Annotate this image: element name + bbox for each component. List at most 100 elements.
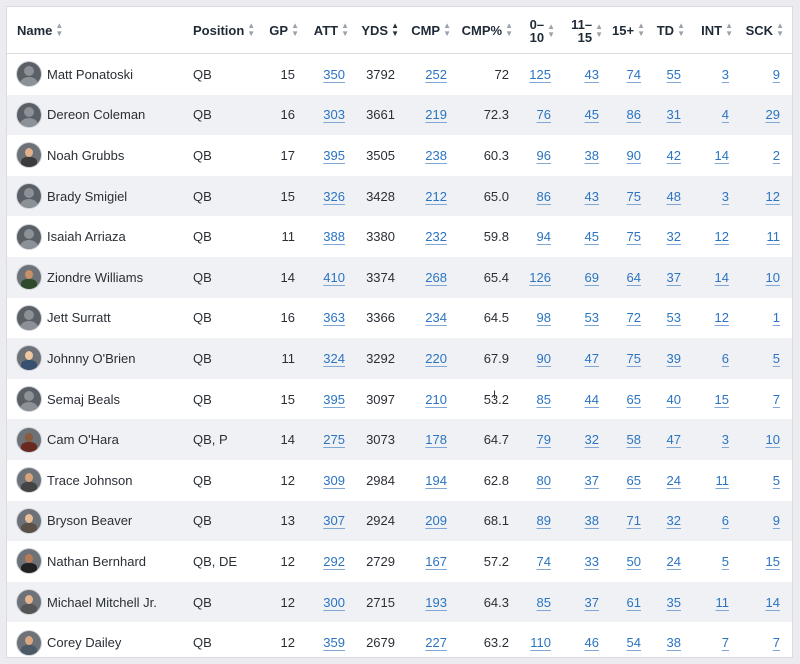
att-link[interactable]: 324 — [323, 350, 345, 366]
completions-0-10-link[interactable]: 98 — [536, 310, 551, 326]
int-link[interactable]: 12 — [714, 310, 729, 326]
int-link[interactable]: 6 — [721, 350, 729, 366]
completions-11-15-link[interactable]: 69 — [584, 269, 599, 285]
col-header-gp[interactable]: GP ▲ ▼ — [257, 7, 303, 54]
td-link[interactable]: 48 — [666, 188, 681, 204]
completions-11-15-link[interactable]: 38 — [584, 147, 599, 163]
completions-11-15-link[interactable]: 32 — [584, 432, 599, 448]
sck-link[interactable]: 11 — [766, 229, 781, 245]
int-link[interactable]: 14 — [714, 147, 729, 163]
completions-0-10-link[interactable]: 79 — [536, 432, 551, 448]
sck-link[interactable]: 15 — [765, 553, 780, 569]
att-link[interactable]: 307 — [323, 513, 345, 529]
td-link[interactable]: 31 — [666, 107, 681, 123]
td-link[interactable]: 55 — [666, 66, 681, 82]
cmp-link[interactable]: 238 — [425, 147, 447, 163]
sck-link[interactable]: 1 — [772, 310, 780, 326]
sck-link[interactable]: 7 — [772, 635, 780, 651]
td-link[interactable]: 47 — [666, 432, 681, 448]
cmp-link[interactable]: 193 — [425, 594, 447, 610]
int-link[interactable]: 11 — [715, 594, 730, 610]
completions-11-15-link[interactable]: 37 — [584, 472, 599, 488]
cmp-link[interactable]: 167 — [425, 553, 447, 569]
completions-11-15-link[interactable]: 53 — [584, 310, 599, 326]
completions-11-15-link[interactable]: 37 — [584, 594, 599, 610]
td-link[interactable]: 39 — [666, 350, 681, 366]
completions-0-10-link[interactable]: 85 — [536, 391, 551, 407]
col-header-sck[interactable]: SCK ▲ ▼ — [737, 7, 792, 54]
cmp-link[interactable]: 219 — [425, 107, 447, 123]
td-link[interactable]: 37 — [666, 269, 681, 285]
td-link[interactable]: 24 — [666, 472, 681, 488]
int-link[interactable]: 15 — [714, 391, 729, 407]
int-link[interactable]: 3 — [721, 66, 729, 82]
sck-link[interactable]: 12 — [765, 188, 780, 204]
sck-link[interactable]: 5 — [772, 472, 780, 488]
completions-0-10-link[interactable]: 96 — [536, 147, 551, 163]
completions-11-15-link[interactable]: 43 — [584, 188, 599, 204]
completions-0-10-link[interactable]: 86 — [536, 188, 551, 204]
completions-15-plus-link[interactable]: 65 — [626, 472, 641, 488]
col-header-name[interactable]: Name ▲ ▼ — [7, 7, 187, 54]
cmp-link[interactable]: 212 — [425, 188, 447, 204]
col-header-cmp[interactable]: CMP ▲ ▼ — [403, 7, 455, 54]
int-link[interactable]: 4 — [721, 107, 729, 123]
completions-0-10-link[interactable]: 76 — [536, 107, 551, 123]
col-header-yds[interactable]: YDS ▲ ▼ — [353, 7, 403, 54]
att-link[interactable]: 350 — [323, 66, 345, 82]
att-link[interactable]: 275 — [323, 432, 345, 448]
att-link[interactable]: 300 — [323, 594, 345, 610]
completions-0-10-link[interactable]: 126 — [529, 269, 551, 285]
completions-0-10-link[interactable]: 80 — [536, 472, 551, 488]
completions-15-plus-link[interactable]: 65 — [626, 391, 641, 407]
sck-link[interactable]: 7 — [772, 391, 780, 407]
att-link[interactable]: 309 — [323, 472, 345, 488]
td-link[interactable]: 35 — [666, 594, 681, 610]
completions-15-plus-link[interactable]: 90 — [626, 147, 641, 163]
completions-0-10-link[interactable]: 74 — [536, 553, 551, 569]
cmp-link[interactable]: 210 — [425, 391, 447, 407]
completions-11-15-link[interactable]: 43 — [584, 66, 599, 82]
completions-0-10-link[interactable]: 125 — [529, 66, 551, 82]
completions-0-10-link[interactable]: 110 — [530, 635, 551, 651]
int-link[interactable]: 3 — [721, 432, 729, 448]
completions-15-plus-link[interactable]: 86 — [626, 107, 641, 123]
td-link[interactable]: 24 — [666, 553, 681, 569]
td-link[interactable]: 40 — [666, 391, 681, 407]
sck-link[interactable]: 2 — [772, 147, 780, 163]
int-link[interactable]: 14 — [714, 269, 729, 285]
completions-15-plus-link[interactable]: 58 — [626, 432, 641, 448]
sck-link[interactable]: 9 — [772, 513, 780, 529]
cmp-link[interactable]: 194 — [425, 472, 447, 488]
col-header-position[interactable]: Position ▲ ▼ — [187, 7, 257, 54]
cmp-link[interactable]: 232 — [425, 229, 447, 245]
cmp-link[interactable]: 234 — [425, 310, 447, 326]
completions-15-plus-link[interactable]: 75 — [626, 229, 641, 245]
int-link[interactable]: 5 — [721, 553, 729, 569]
td-link[interactable]: 32 — [666, 513, 681, 529]
completions-11-15-link[interactable]: 45 — [584, 229, 599, 245]
sck-link[interactable]: 10 — [765, 269, 780, 285]
att-link[interactable]: 292 — [323, 553, 345, 569]
completions-15-plus-link[interactable]: 71 — [626, 513, 641, 529]
att-link[interactable]: 363 — [323, 310, 345, 326]
completions-15-plus-link[interactable]: 75 — [626, 188, 641, 204]
cmp-link[interactable]: 220 — [425, 350, 447, 366]
col-header-cmp-pct[interactable]: CMP% ▲ ▼ — [455, 7, 517, 54]
td-link[interactable]: 38 — [666, 635, 681, 651]
completions-11-15-link[interactable]: 38 — [584, 513, 599, 529]
att-link[interactable]: 410 — [323, 269, 345, 285]
col-header-11-15[interactable]: 11– 15 ▲ ▼ — [559, 7, 607, 54]
cmp-link[interactable]: 209 — [425, 513, 447, 529]
cmp-link[interactable]: 227 — [425, 635, 447, 651]
completions-11-15-link[interactable]: 47 — [584, 350, 599, 366]
completions-0-10-link[interactable]: 94 — [536, 229, 551, 245]
att-link[interactable]: 395 — [323, 391, 345, 407]
completions-0-10-link[interactable]: 85 — [536, 594, 551, 610]
sck-link[interactable]: 5 — [772, 350, 780, 366]
int-link[interactable]: 7 — [721, 635, 729, 651]
att-link[interactable]: 303 — [323, 107, 345, 123]
att-link[interactable]: 395 — [323, 147, 345, 163]
completions-15-plus-link[interactable]: 74 — [626, 66, 641, 82]
col-header-int[interactable]: INT ▲ ▼ — [689, 7, 737, 54]
